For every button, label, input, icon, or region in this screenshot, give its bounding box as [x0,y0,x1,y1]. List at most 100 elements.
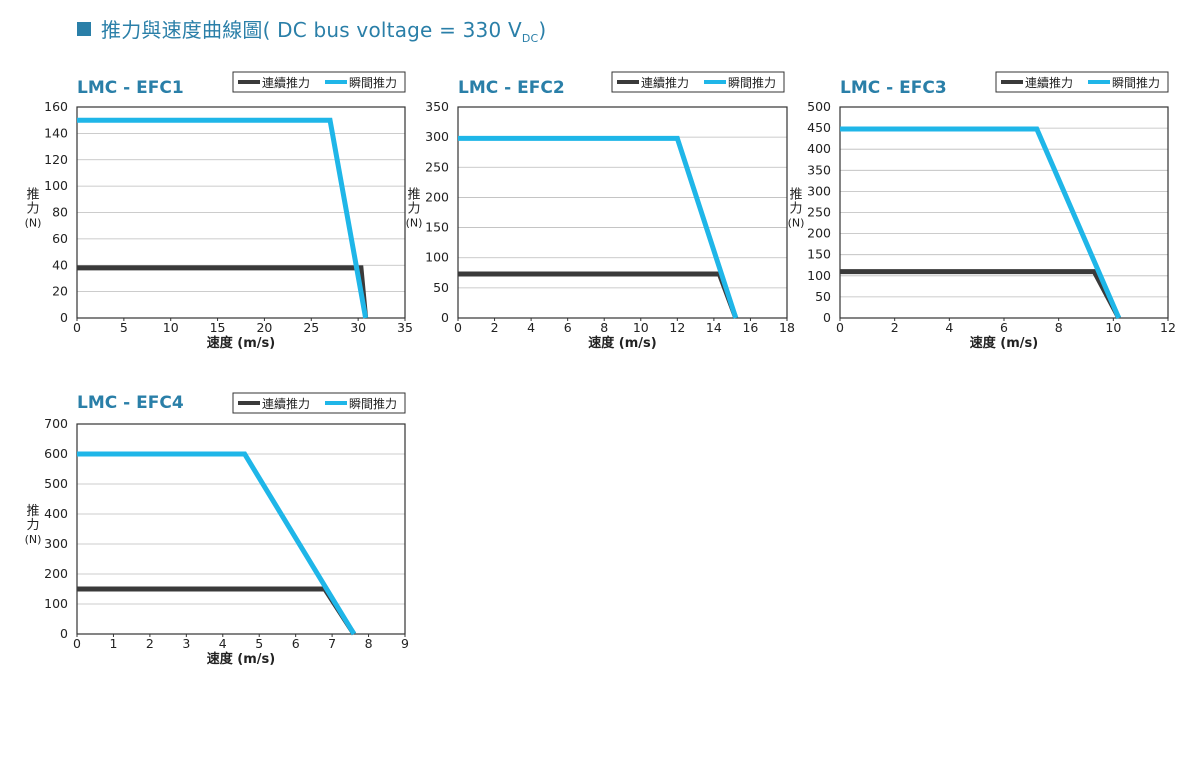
chart-title: LMC - EFC1 [77,78,184,98]
series-line-continuous [458,271,739,319]
y-tick-label: 200 [425,189,449,204]
x-tick-label: 0 [454,320,462,335]
legend-label: 瞬間推力 [1112,76,1160,90]
x-tick-label: 4 [219,636,227,651]
series-line-peak [458,135,739,319]
x-tick-label: 15 [210,320,226,335]
y-axis-label: 推 [26,188,39,203]
x-tick-label: 0 [73,636,81,651]
x-tick-label: 6 [1000,320,1008,335]
y-tick-label: 250 [425,159,449,174]
y-tick-label: 350 [425,99,449,114]
y-axis-label: 推 [789,188,802,203]
plot-frame [76,106,406,319]
y-tick-label: 200 [44,566,68,581]
x-tick-label: 5 [120,320,128,335]
y-axis-label: 推 [407,188,420,203]
legend-box [232,392,406,414]
y-tick-label: 50 [433,280,449,295]
plot-frame [457,106,788,319]
y-tick-label: 250 [807,205,831,220]
y-tick-label: 0 [60,310,68,325]
x-tick-label: 0 [836,320,844,335]
y-tick-label: 60 [52,231,68,246]
x-tick-label: 4 [945,320,953,335]
y-tick-label: 160 [44,99,68,114]
x-tick-label: 10 [633,320,649,335]
y-tick-label: 150 [807,247,831,262]
y-tick-label: 350 [807,162,831,177]
y-tick-label: 120 [44,152,68,167]
y-axis-label: 力 [407,202,420,217]
x-tick-label: 4 [527,320,535,335]
y-axis-label: 力 [26,202,39,217]
legend-label: 瞬間推力 [349,397,397,411]
x-tick-label: 2 [491,320,499,335]
series-line-peak [840,126,1122,319]
x-tick-label: 5 [255,636,263,651]
y-tick-label: 0 [823,310,831,325]
series-line-continuous [77,586,357,636]
y-axis-label: 力 [789,202,802,217]
y-axis-label: (N) [788,217,805,230]
y-tick-label: 300 [425,129,449,144]
legend-label: 連續推力 [262,75,310,90]
y-tick-label: 100 [44,178,68,193]
y-tick-label: 20 [52,284,68,299]
y-tick-label: 500 [807,99,831,114]
chart-title: LMC - EFC4 [77,393,184,413]
legend-box [232,71,406,93]
y-tick-label: 300 [807,183,831,198]
x-axis-label: 速度 (m/s) [207,335,275,351]
x-tick-label: 2 [891,320,899,335]
y-tick-label: 150 [425,220,449,235]
x-tick-label: 20 [256,320,272,335]
x-tick-label: 9 [401,636,409,651]
y-tick-label: 40 [52,257,68,272]
x-tick-label: 10 [1105,320,1121,335]
y-tick-label: 450 [807,120,831,135]
y-axis-label: 力 [26,518,39,533]
y-tick-label: 140 [44,125,68,140]
y-axis-label: (N) [406,217,423,230]
y-tick-label: 100 [44,596,68,611]
x-tick-label: 3 [182,636,190,651]
series-line-continuous [840,269,1122,320]
x-axis-label: 速度 (m/s) [588,335,656,351]
y-tick-label: 500 [44,476,68,491]
legend-label: 瞬間推力 [728,76,776,90]
page-title: 推力與速度曲線圖( DC bus voltage = 330 VDC) [101,17,547,45]
x-tick-label: 12 [1160,320,1176,335]
legend-box [995,71,1169,93]
y-tick-label: 700 [44,416,68,431]
y-tick-label: 80 [52,205,68,220]
y-tick-label: 0 [441,310,449,325]
series-line-continuous [77,265,369,319]
y-axis-label: 推 [26,504,39,519]
y-tick-label: 400 [44,506,68,521]
y-tick-label: 0 [60,626,68,641]
x-tick-label: 7 [328,636,336,651]
legend-box [611,71,785,93]
y-tick-label: 100 [807,268,831,283]
x-tick-label: 10 [163,320,179,335]
x-tick-label: 8 [365,636,373,651]
header-square-icon [77,22,91,36]
y-tick-label: 300 [44,536,68,551]
x-tick-label: 25 [303,320,319,335]
legend-label: 瞬間推力 [349,76,397,90]
chart-title: LMC - EFC2 [458,78,565,98]
x-tick-label: 8 [600,320,608,335]
y-axis-label: (N) [25,533,42,546]
legend-label: 連續推力 [262,396,310,411]
y-tick-label: 100 [425,250,449,265]
page-header: 推力與速度曲線圖( DC bus voltage = 330 VDC) [77,14,547,45]
x-tick-label: 30 [350,320,366,335]
chart-title: LMC - EFC3 [840,78,947,98]
y-tick-label: 400 [807,141,831,156]
x-tick-label: 2 [146,636,154,651]
x-tick-label: 18 [779,320,795,335]
x-tick-label: 8 [1055,320,1063,335]
x-tick-label: 16 [742,320,758,335]
